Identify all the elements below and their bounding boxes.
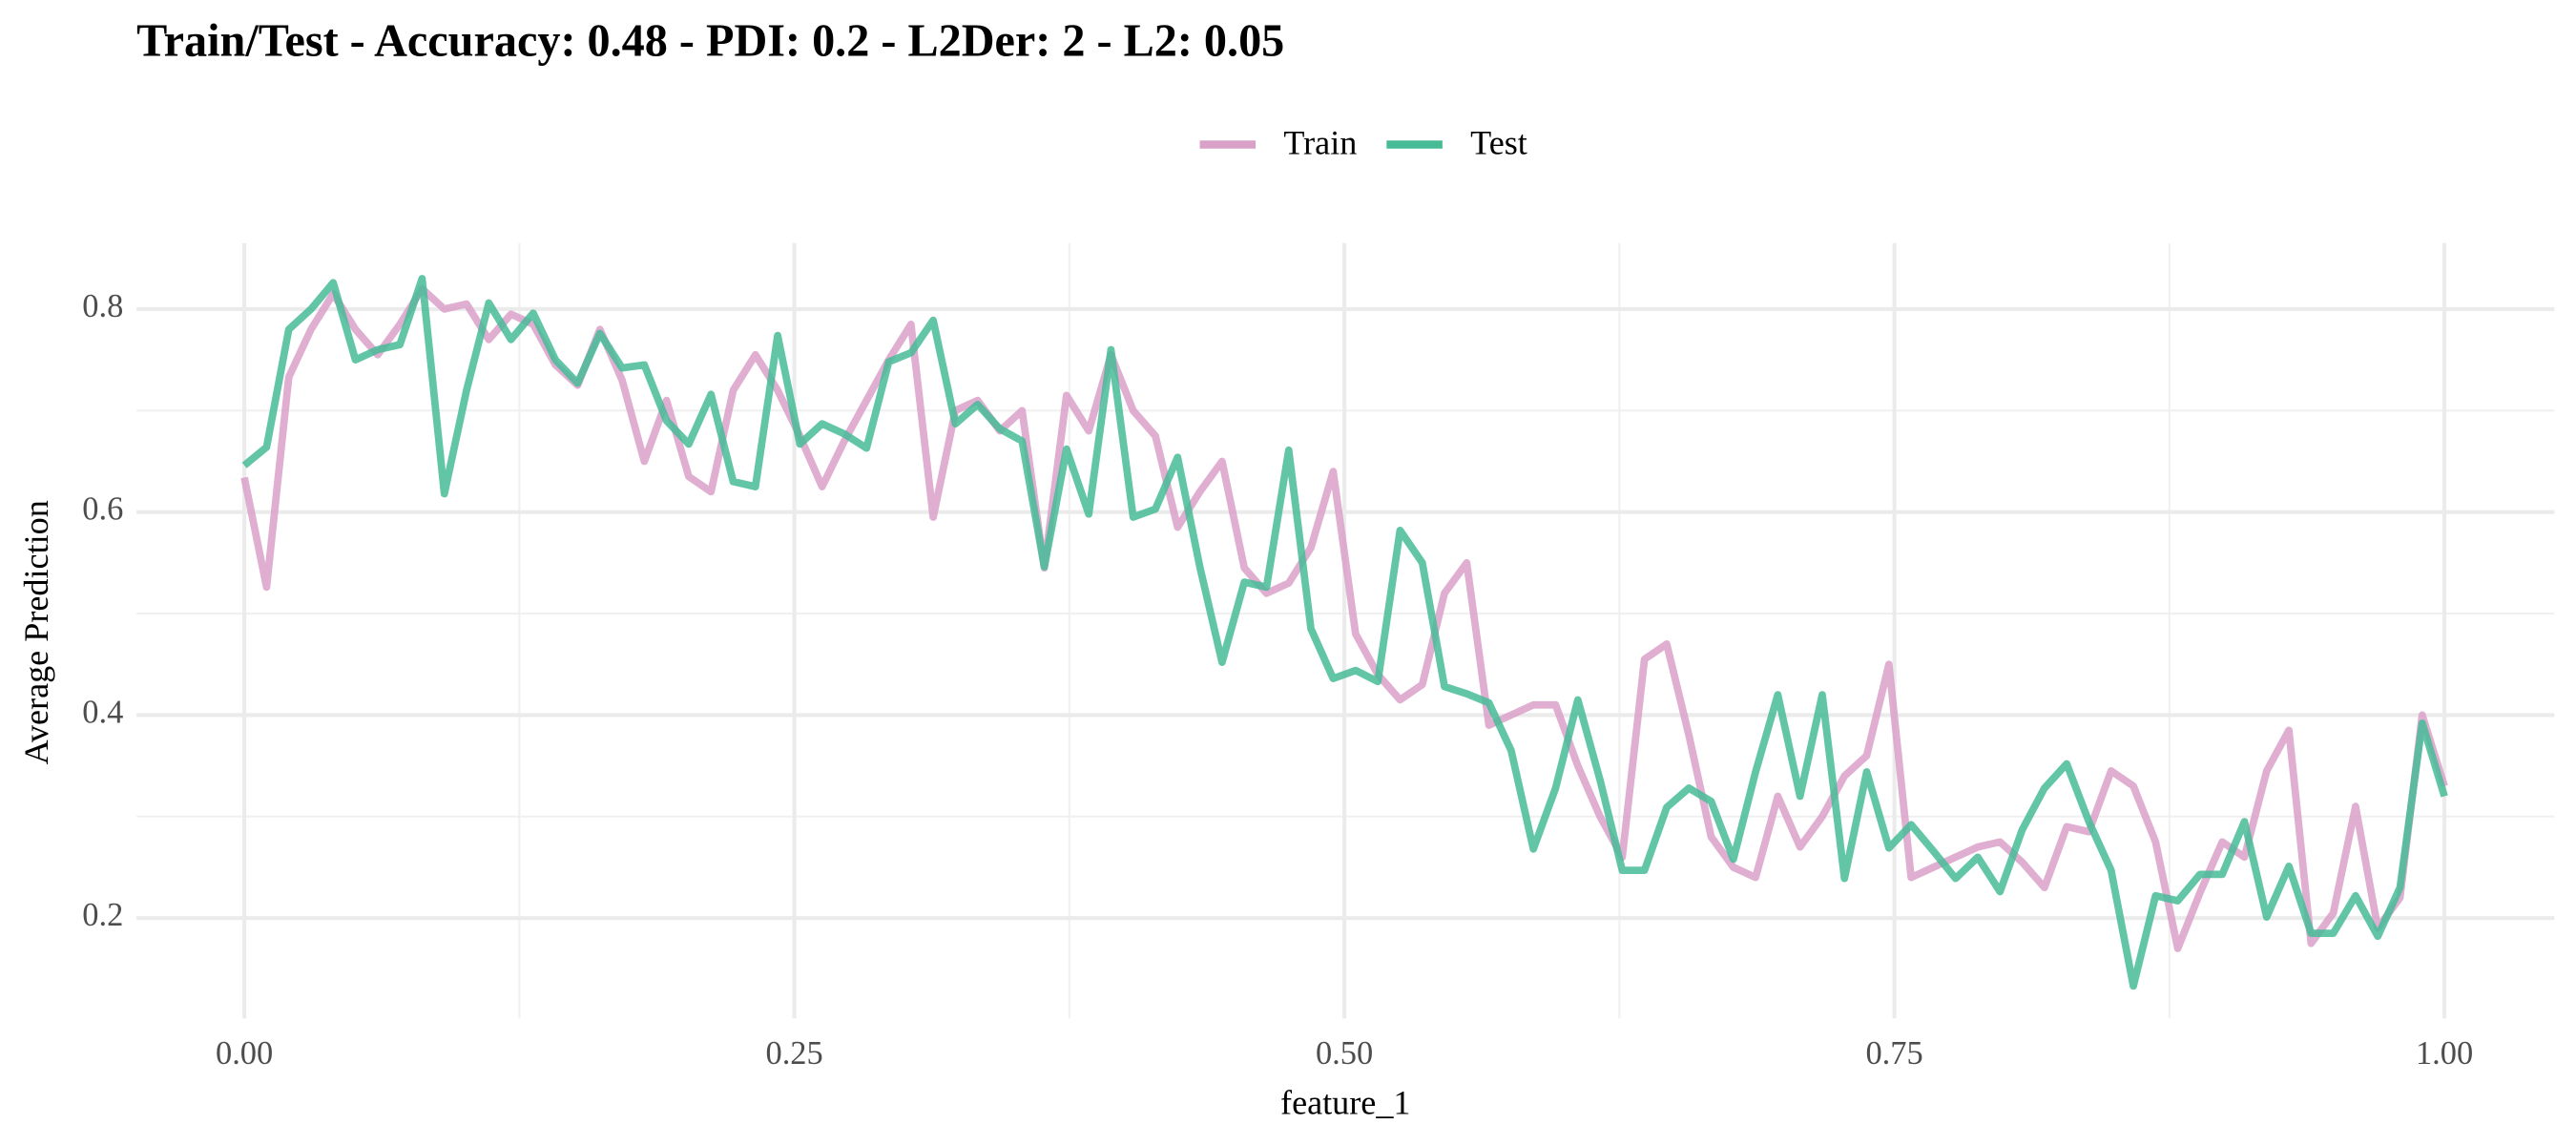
series-line: [241, 275, 2448, 990]
axis-labels: 0.00 0.25 0.50 0.75 1.00 0.2 0.4 0.6 0.8: [82, 288, 2473, 1072]
legend-item: Train: [1199, 124, 1357, 162]
legend-item: Test: [1386, 124, 1527, 162]
chart-title: Train/Test - Accuracy: 0.48 - PDI: 0.2 -…: [136, 16, 1284, 67]
legend-label: Test: [1470, 124, 1527, 162]
y-tick-label: 0.4: [82, 694, 123, 730]
x-axis-title: feature_1: [1280, 1083, 1410, 1121]
y-tick-label: 0.2: [82, 897, 123, 933]
legend-label: Train: [1283, 124, 1357, 162]
x-tick-label: 0.00: [216, 1035, 273, 1072]
legend: Train Test: [1199, 124, 1527, 162]
x-tick-label: 0.50: [1316, 1035, 1373, 1072]
y-tick-label: 0.6: [82, 491, 123, 528]
grid: [136, 242, 2555, 1019]
x-tick-label: 1.00: [2416, 1035, 2473, 1072]
y-tick-label: 0.8: [82, 288, 123, 324]
x-tick-label: 0.75: [1865, 1035, 1922, 1072]
y-axis-title: Average Prediction: [17, 500, 55, 764]
plot-lines: [240, 275, 2448, 990]
x-tick-label: 0.25: [765, 1035, 822, 1072]
